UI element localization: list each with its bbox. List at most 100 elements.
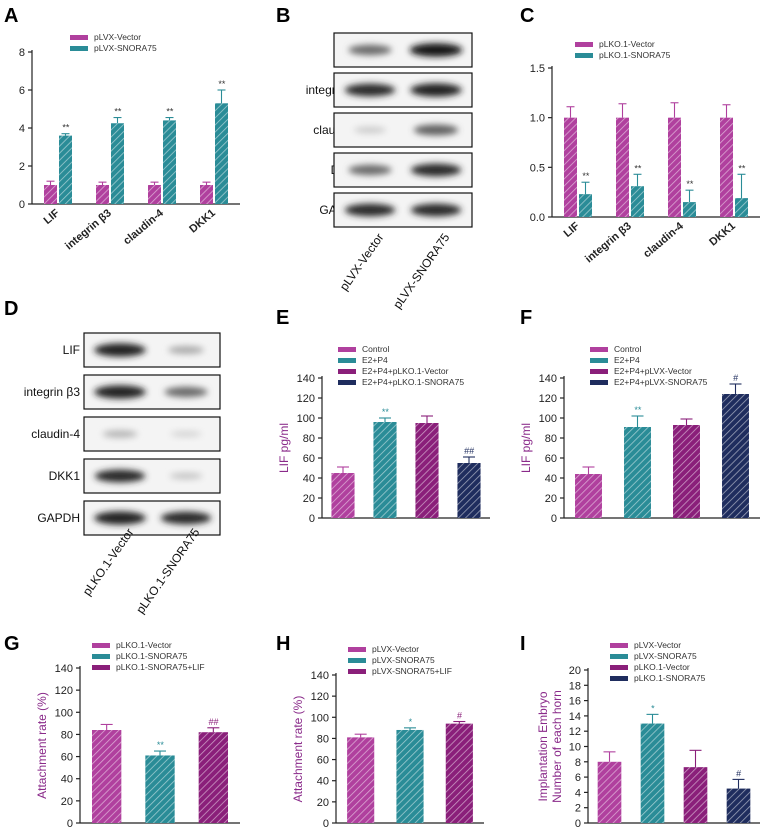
legend-label-i: pLVX-SNORA75 <box>634 651 697 661</box>
y-tick-label-h: 40 <box>317 776 329 788</box>
bar-hatch-e <box>331 473 355 518</box>
bar-hatch-c <box>631 186 644 217</box>
y-tick-label-i: 6 <box>575 772 581 784</box>
blot-band-d <box>94 343 146 357</box>
bar-hatch-a <box>96 185 109 204</box>
bar-hatch-i <box>597 761 622 823</box>
panel-label-b: B <box>276 5 290 27</box>
blot-lane-label-b: pLVX-SNORA75 <box>390 230 452 311</box>
bar-hatch-f <box>624 427 651 518</box>
y-tick-label-f: 20 <box>545 493 557 505</box>
chart-panel-h: 0 20 40 60 80 100 120 140 Attachment rate (%) * # p… <box>291 644 484 830</box>
bar-hatch-f <box>722 394 749 518</box>
legend-label-a: pLVX-Vector <box>94 32 141 42</box>
legend-label-h: pLVX-Vector <box>372 644 419 654</box>
legend-label-e: Control <box>362 344 390 354</box>
significance-label-f: ** <box>634 405 642 415</box>
blot-band-b <box>410 83 462 97</box>
blot-band-b <box>410 203 462 217</box>
bar-hatch-e <box>373 422 397 518</box>
y-tick-label-a: 0 <box>19 199 25 211</box>
y-tick-label-c: 0.5 <box>530 162 545 174</box>
bar-hatch-a <box>44 185 57 204</box>
bar-hatch-f <box>673 425 700 518</box>
significance-label-a: ** <box>166 107 174 117</box>
bar-hatch-a <box>59 135 72 204</box>
y-tick-label-g: 20 <box>61 796 73 808</box>
significance-label-a: ** <box>114 107 122 117</box>
y-tick-label-f: 60 <box>545 453 557 465</box>
legend-swatch-a <box>70 35 88 40</box>
blot-band-d <box>168 346 204 354</box>
bar-hatch-g <box>198 732 228 823</box>
bar-hatch-g <box>145 755 175 823</box>
western-blot-d: LIF integrin β3 claudin-4 DKK1 GAPDHpLKO.1-V… <box>24 332 221 616</box>
y-tick-label-e: 20 <box>303 493 315 505</box>
legend-label-i: pLKO.1-Vector <box>634 662 690 672</box>
y-axis-label-f: LIF pg/ml <box>519 423 533 473</box>
y-tick-label-c: 1.5 <box>530 63 545 75</box>
y-tick-label-g: 140 <box>55 663 73 675</box>
blot-band-d <box>160 511 212 525</box>
blot-lane-label-d: pLKO.1-Vector <box>80 526 137 599</box>
bar-hatch-a <box>163 120 176 204</box>
significance-label-a: ** <box>218 79 226 89</box>
legend-swatch-f <box>590 369 608 374</box>
y-tick-label-h: 140 <box>311 670 329 682</box>
legend-label-e: E2+P4 <box>362 355 388 365</box>
y-tick-label-e: 140 <box>297 373 315 385</box>
legend-label-i: pLVX-Vector <box>634 640 681 650</box>
bar-hatch-f <box>575 474 602 518</box>
blot-band-d <box>94 469 146 483</box>
bar-hatch-c <box>616 117 629 217</box>
y-tick-label-i: 20 <box>569 665 581 677</box>
legend-label-e: E2+P4+pLKO.1-Vector <box>362 366 449 376</box>
y-tick-label-e: 40 <box>303 473 315 485</box>
bar-hatch-h <box>445 723 473 823</box>
significance-label-f: # <box>733 373 739 383</box>
significance-label-g: ** <box>156 740 164 750</box>
legend-label-f: E2+P4+pLVX-SNORA75 <box>614 377 708 387</box>
blot-band-b <box>353 126 387 134</box>
y-tick-label-e: 80 <box>303 433 315 445</box>
y-tick-label-e: 0 <box>309 513 315 525</box>
y-axis-label-e: LIF pg/ml <box>277 423 291 473</box>
blot-band-d <box>94 385 146 399</box>
legend-swatch-a <box>70 46 88 51</box>
y-tick-label-i: 10 <box>569 742 581 754</box>
legend-swatch-e <box>338 380 356 385</box>
significance-label-h: * <box>408 717 412 727</box>
y-tick-label-a: 2 <box>19 161 25 173</box>
legend-swatch-c <box>575 42 593 47</box>
legend-swatch-g <box>92 665 110 670</box>
legend-swatch-g <box>92 643 110 648</box>
chart-panel-c: 0.0 0.5 1.0 1.5 ** LIF ** integrin β3 ** claudin-… <box>530 39 760 265</box>
significance-label-e: ** <box>381 407 389 417</box>
legend-swatch-h <box>348 658 366 663</box>
legend-swatch-f <box>590 358 608 363</box>
blot-band-b <box>344 83 396 97</box>
bar-hatch-c <box>720 117 733 217</box>
y-tick-label-h: 120 <box>311 691 329 703</box>
panel-label-h: H <box>276 633 290 655</box>
y-tick-label-h: 20 <box>317 797 329 809</box>
category-label-c: claudin-4 <box>641 220 686 261</box>
blot-band-d <box>102 430 138 438</box>
bar-hatch-e <box>415 423 439 518</box>
bar-hatch-a <box>111 123 124 204</box>
legend-label-f: Control <box>614 344 642 354</box>
y-tick-label-i: 14 <box>569 711 581 723</box>
significance-label-a: ** <box>62 123 70 133</box>
legend-swatch-h <box>348 669 366 674</box>
blot-row-label-d: GAPDH <box>37 511 80 525</box>
legend-swatch-f <box>590 380 608 385</box>
bar-hatch-h <box>396 729 424 823</box>
bar-hatch-g <box>92 730 122 823</box>
chart-panel-g: 0 20 40 60 80 100 120 140 Attachment rate (%) ** #… <box>35 640 240 830</box>
y-tick-label-i: 12 <box>569 726 581 738</box>
y-tick-label-g: 80 <box>61 729 73 741</box>
bar-hatch-c <box>735 198 748 217</box>
y-tick-label-f: 40 <box>545 473 557 485</box>
panel-label-a: A <box>4 5 18 27</box>
